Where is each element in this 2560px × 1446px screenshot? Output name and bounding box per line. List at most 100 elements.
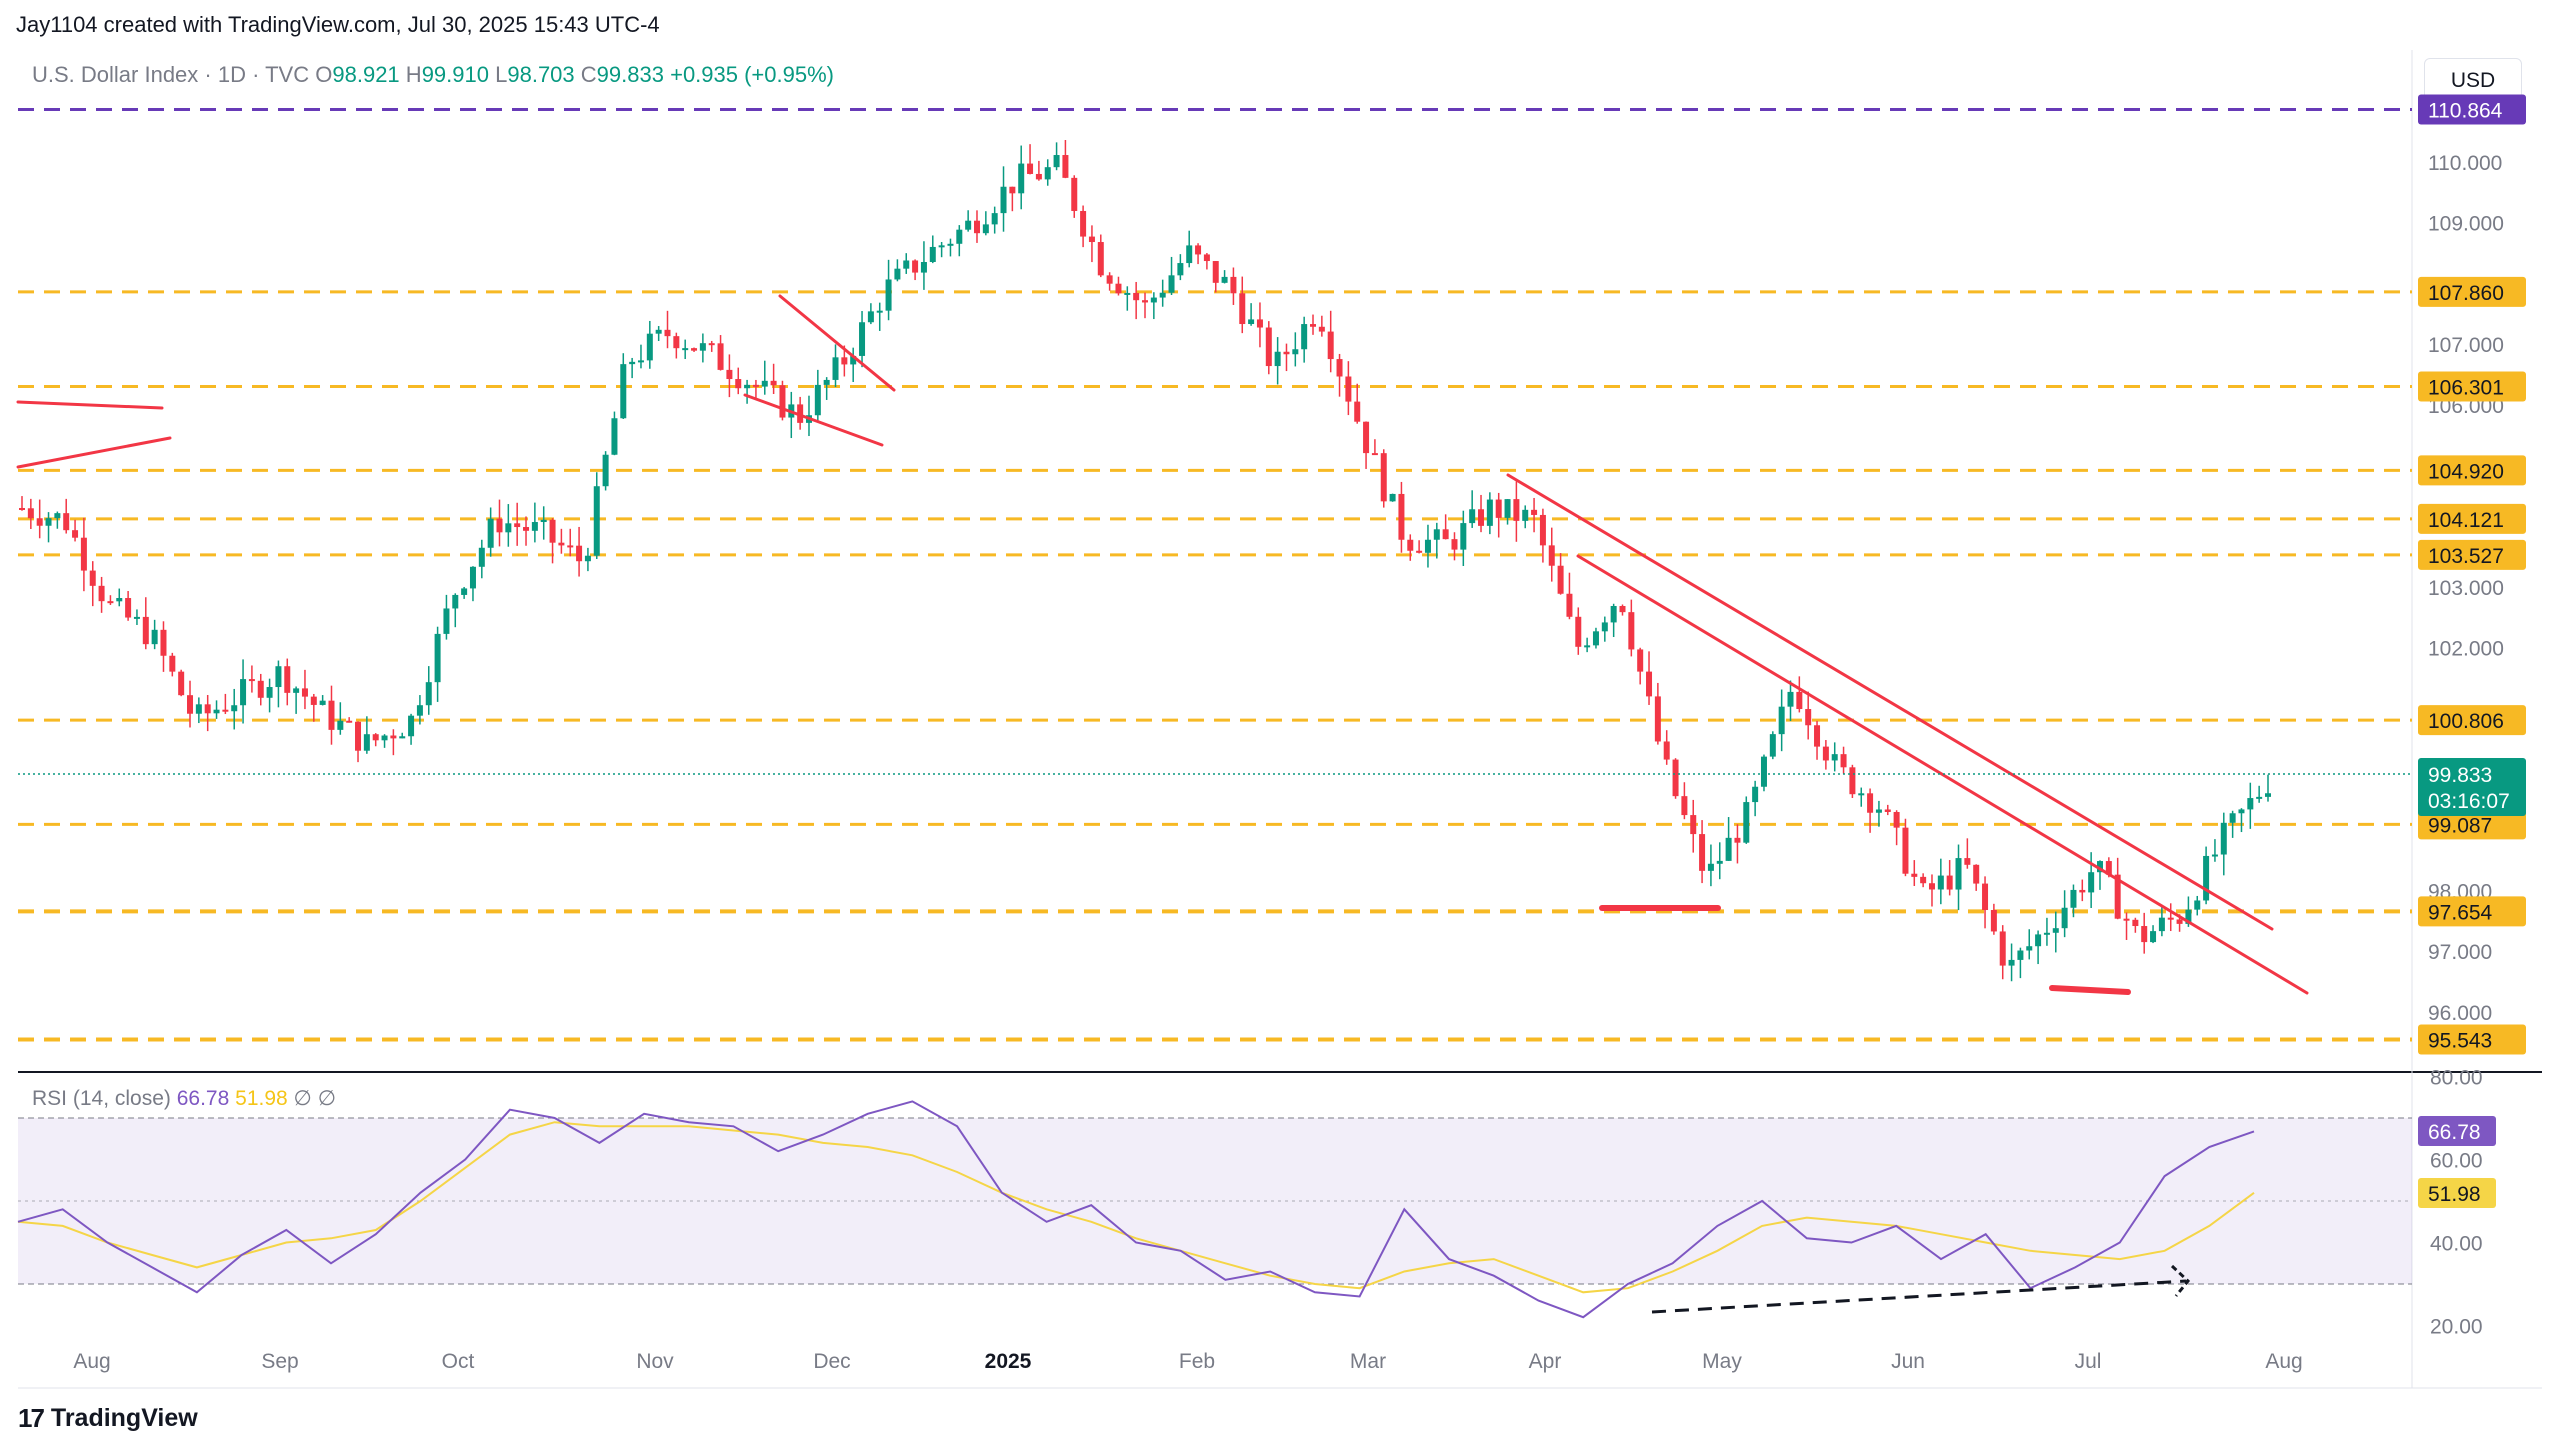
candle-body (1663, 741, 1670, 760)
candle-body (805, 415, 812, 423)
candle-body (1354, 401, 1361, 422)
candle-body (973, 220, 980, 234)
candle-body (284, 666, 291, 693)
candle-body (399, 736, 406, 739)
candle-body (1884, 809, 1891, 812)
candle-body (1893, 811, 1900, 828)
candle-body (682, 348, 689, 351)
rsi-legend-icon-1[interactable]: ∅ (293, 1087, 312, 1110)
time-tick-label: May (1702, 1350, 1742, 1373)
current-price-value: 99.833 (2428, 764, 2492, 787)
candle-body (1363, 421, 1370, 454)
candle-body (478, 547, 485, 567)
candle-body (204, 704, 211, 714)
symbol-name[interactable]: U.S. Dollar Index · 1D · TVC (32, 62, 310, 87)
candle-body (1637, 649, 1644, 672)
candle-body (1787, 691, 1794, 707)
rsi-legend-icon-2[interactable]: ∅ (317, 1087, 336, 1110)
candle-body (1778, 706, 1785, 735)
open-value: 98.921 (332, 62, 400, 87)
candle-body (1301, 324, 1308, 350)
trendline-left-upper (16, 400, 164, 410)
candle-body (1442, 529, 1449, 540)
candle-body (1000, 186, 1007, 214)
candle-body (248, 679, 255, 682)
rsi-legend[interactable]: RSI (14, close) 66.78 51.98 ∅ ∅ (32, 1086, 336, 1111)
currency-button[interactable]: USD (2424, 58, 2522, 104)
candle-body (1071, 177, 1078, 211)
candle-body (691, 348, 698, 351)
candle-body (2123, 918, 2130, 921)
candle-body (2026, 946, 2033, 951)
candle-body (240, 679, 247, 706)
rsi-axis[interactable]: 80.00 60.00 40.00 20.00 (2430, 1067, 2483, 1339)
candle-body (1159, 292, 1166, 298)
time-axis[interactable]: Aug Sep Oct Nov Dec 2025 Feb Mar Apr May Jun Jul Aug (73, 1350, 2302, 1373)
candles (19, 139, 2271, 982)
candle-body (2008, 959, 2015, 966)
candle-body (876, 310, 883, 313)
candle-body (1946, 875, 1953, 890)
candle-body (938, 245, 945, 248)
candle-body (2105, 861, 2112, 875)
tradingview-brand[interactable]: 17 TradingView (18, 1403, 198, 1434)
candle-body (1230, 276, 1237, 294)
candle-body (832, 357, 839, 380)
candle-body (1310, 324, 1317, 327)
candle-body (2070, 889, 2077, 908)
candle-body (1035, 173, 1042, 180)
candle-body (1973, 864, 1980, 884)
candle-body (2238, 809, 2245, 814)
candle-body (1858, 793, 1865, 796)
candle-body (1513, 499, 1520, 521)
candle-body (1955, 858, 1962, 890)
rsi-tick-label: 60.00 (2430, 1150, 2483, 1173)
candle-body (2176, 919, 2183, 924)
candle-body (496, 518, 503, 533)
candle-body (1522, 509, 1529, 521)
candle-body (63, 513, 70, 531)
level-label: 100.806 (2428, 710, 2504, 733)
candle-body (1469, 509, 1476, 524)
candle-body (54, 513, 61, 519)
candle-body (1451, 539, 1458, 550)
rsi-ma-value-bg (2418, 1178, 2496, 1208)
candle-body (1265, 327, 1272, 367)
candle-body (1433, 529, 1440, 540)
candle-body (1769, 734, 1776, 757)
candle-body (142, 616, 149, 645)
time-tick-label: Feb (1179, 1350, 1215, 1373)
candle-body (1203, 254, 1210, 262)
current-price-countdown: 03:16:07 (2428, 790, 2510, 813)
candle-body (160, 629, 167, 656)
trendline-left-lower (16, 436, 172, 469)
candle-body (107, 601, 114, 604)
price-axis[interactable]: 110.000 109.000 107.000 106.000 103.000 102.0… (2428, 152, 2504, 1025)
candle-body (841, 357, 848, 365)
high-value: 99.910 (421, 62, 489, 87)
candle-body (708, 343, 715, 346)
candle-body (72, 530, 79, 538)
candle-body (381, 735, 388, 741)
horizontal-levels (18, 108, 2412, 1042)
rsi-legend-title: RSI (14, close) (32, 1087, 171, 1110)
candle-body (1716, 860, 1723, 864)
divergence-arrowhead (2170, 1264, 2191, 1297)
candle-body (1478, 509, 1485, 526)
level-label: 103.527 (2428, 545, 2504, 568)
candle-body (947, 243, 954, 246)
level-label-bg (2418, 1024, 2526, 1055)
candle-body (1937, 875, 1944, 890)
candle-body (584, 555, 591, 562)
candle-body (222, 709, 229, 712)
candle-body (1495, 499, 1502, 518)
symbol-info-bar[interactable]: U.S. Dollar Index · 1D · TVC O98.921 H99… (32, 62, 834, 88)
wedge-upper (778, 294, 896, 392)
candle-body (1734, 837, 1741, 843)
candle-body (363, 734, 370, 751)
candle-body (151, 629, 158, 645)
candle-body (567, 545, 574, 548)
candle-body (355, 721, 362, 751)
candle-body (1389, 493, 1396, 502)
